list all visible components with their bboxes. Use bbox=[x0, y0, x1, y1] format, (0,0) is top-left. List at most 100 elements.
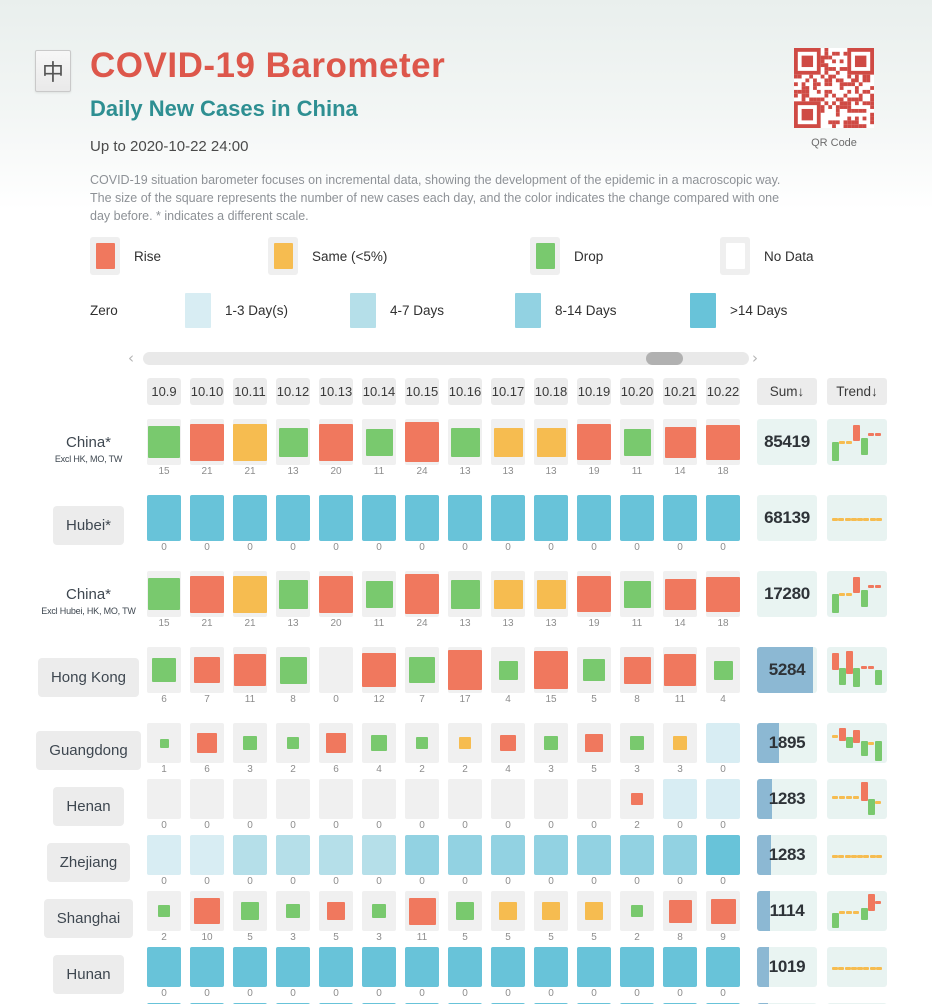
day-cell: 3 bbox=[233, 723, 267, 775]
day-cell: 11 bbox=[362, 571, 396, 629]
scrollbar-thumb[interactable] bbox=[645, 351, 683, 365]
rise-square bbox=[190, 575, 224, 613]
drop-square bbox=[498, 660, 518, 680]
legend-swatch-z4-icon bbox=[690, 293, 716, 329]
day-cell: 11 bbox=[620, 571, 654, 629]
row-label[interactable]: Shanghai bbox=[43, 898, 134, 938]
header: 中 COVID-19 Barometer Daily New Cases in … bbox=[30, 46, 887, 225]
day-value: 13 bbox=[459, 466, 471, 478]
day-value: 0 bbox=[634, 988, 640, 1000]
day-cell: 0 bbox=[405, 779, 439, 831]
scroll-right-arrow-icon[interactable]: › bbox=[752, 349, 758, 368]
day-value: 13 bbox=[502, 618, 514, 630]
drop-square bbox=[158, 905, 170, 918]
day-cell: 5 bbox=[319, 891, 353, 943]
day-cell: 24 bbox=[405, 419, 439, 477]
day-cell: 2 bbox=[620, 891, 654, 943]
day-value: 21 bbox=[244, 618, 256, 630]
day-cell: 0 bbox=[491, 495, 525, 553]
drop-square bbox=[623, 580, 651, 608]
table-row-china: China* Excl Hubei, HK, MO, TW 15 21 21 13 20 11… bbox=[30, 571, 887, 631]
day-value: 0 bbox=[505, 542, 511, 554]
trend-sparkline bbox=[827, 947, 887, 988]
sum-sort-header[interactable]: Sum↓ bbox=[757, 378, 817, 406]
day-cell: 0 bbox=[706, 835, 740, 887]
day-value: 3 bbox=[376, 932, 382, 944]
legend-item-nodata: No Data bbox=[720, 237, 814, 276]
sum-value: 68139 bbox=[764, 508, 810, 528]
day-value: 0 bbox=[419, 876, 425, 888]
date-column-header: 10.11 bbox=[233, 378, 267, 406]
trend-mark bbox=[846, 593, 852, 597]
day-value: 0 bbox=[677, 876, 683, 888]
date-column-header: 10.17 bbox=[491, 378, 525, 406]
scrollbar-track[interactable] bbox=[143, 351, 749, 365]
trend-mark bbox=[870, 518, 876, 522]
trend-mark bbox=[853, 730, 860, 744]
trend-mark bbox=[876, 518, 882, 522]
day-cell: 2 bbox=[405, 723, 439, 775]
day-cell: 0 bbox=[319, 835, 353, 887]
horizontal-scrollbar[interactable]: ‹ › bbox=[128, 350, 764, 366]
row-label[interactable]: Hubei* bbox=[52, 505, 125, 545]
day-cell: 0 bbox=[706, 779, 740, 831]
sum-cell: 1895 bbox=[757, 723, 817, 764]
day-cell: 15 bbox=[534, 647, 568, 705]
day-cell: 0 bbox=[534, 835, 568, 887]
day-cell: 20 bbox=[319, 571, 353, 629]
day-cell: 0 bbox=[319, 647, 353, 705]
day-cell: 8 bbox=[620, 647, 654, 705]
day-value: 0 bbox=[677, 820, 683, 832]
day-value: 7 bbox=[204, 694, 210, 706]
day-value: 0 bbox=[290, 876, 296, 888]
day-value: 2 bbox=[462, 764, 468, 776]
table-header-row: 10.9 10.10 10.11 10.12 10.13 10.14 10.15 10.16 1… bbox=[30, 378, 887, 406]
day-value: 11 bbox=[674, 694, 686, 706]
day-cell: 17 bbox=[448, 647, 482, 705]
trend-sparkline bbox=[827, 779, 887, 820]
trend-mark bbox=[861, 438, 868, 456]
trend-mark bbox=[851, 855, 857, 859]
day-cell: 4 bbox=[706, 647, 740, 705]
day-cell: 0 bbox=[190, 835, 224, 887]
day-value: 21 bbox=[201, 618, 213, 630]
row-label[interactable]: Guangdong bbox=[36, 730, 141, 770]
day-cell: 0 bbox=[233, 947, 267, 999]
day-cell: 0 bbox=[577, 779, 611, 831]
day-value: 3 bbox=[290, 932, 296, 944]
day-value: 0 bbox=[462, 876, 468, 888]
rise-square bbox=[326, 733, 346, 754]
day-value: 2 bbox=[161, 932, 167, 944]
row-label[interactable]: Zhejiang bbox=[46, 842, 131, 882]
day-cell: 0 bbox=[362, 835, 396, 887]
trend-mark bbox=[875, 585, 881, 589]
row-label[interactable]: Henan bbox=[53, 786, 124, 826]
day-cell: 0 bbox=[147, 495, 181, 553]
day-cell: 3 bbox=[663, 723, 697, 775]
sum-cell: 1114 bbox=[757, 891, 817, 932]
legend-swatch-z1-icon bbox=[185, 293, 211, 329]
day-cell: 9 bbox=[706, 891, 740, 943]
day-cell: 14 bbox=[663, 571, 697, 629]
day-value: 0 bbox=[376, 876, 382, 888]
day-value: 11 bbox=[244, 694, 256, 706]
site-logo[interactable]: 中 bbox=[35, 50, 71, 92]
legend-item-drop: Drop bbox=[530, 237, 720, 276]
row-label[interactable]: Hunan bbox=[53, 954, 124, 994]
scroll-left-arrow-icon[interactable]: ‹ bbox=[128, 349, 134, 368]
sum-bar bbox=[757, 947, 769, 988]
day-value: 5 bbox=[591, 764, 597, 776]
day-value: 0 bbox=[204, 988, 210, 1000]
sum-cell: 85419 bbox=[757, 419, 817, 466]
day-cell: 0 bbox=[190, 947, 224, 999]
day-cell: 0 bbox=[276, 947, 310, 999]
day-value: 0 bbox=[462, 820, 468, 832]
trend-sort-header[interactable]: Trend↓ bbox=[827, 378, 887, 406]
date-column-header: 10.19 bbox=[577, 378, 611, 406]
day-cell: 0 bbox=[706, 723, 740, 775]
day-value: 0 bbox=[204, 542, 210, 554]
row-label[interactable]: Hong Kong bbox=[37, 657, 140, 697]
trend-sparkline bbox=[827, 835, 887, 876]
day-value: 14 bbox=[674, 466, 686, 478]
sum-cell: 17280 bbox=[757, 571, 817, 618]
